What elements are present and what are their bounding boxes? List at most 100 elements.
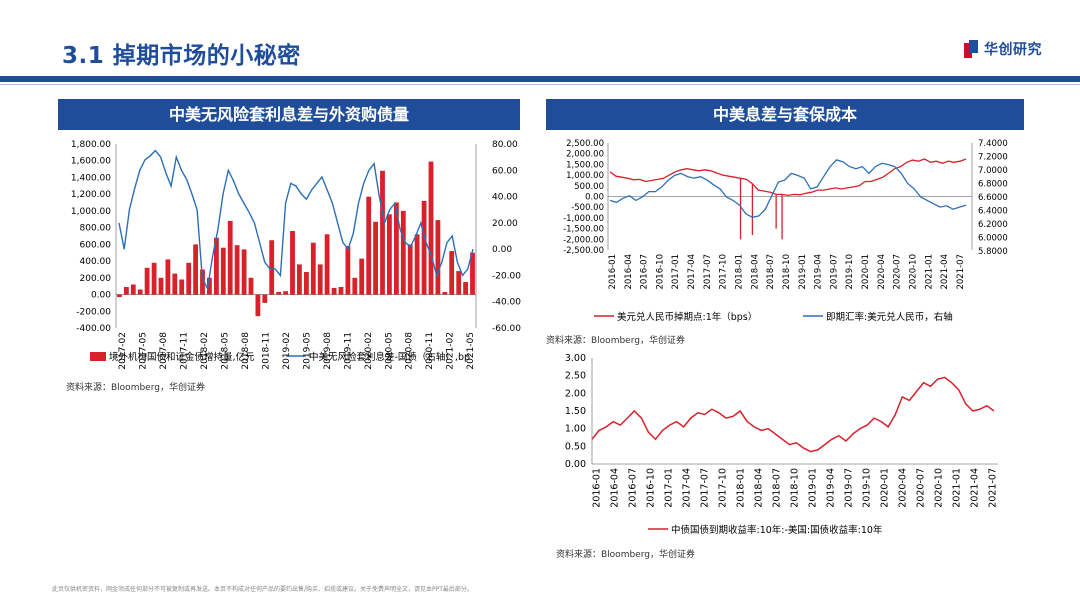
chart3-x-tick: 2020-01 (879, 468, 890, 508)
chart2-x-tick: 2017-01 (671, 254, 681, 290)
chart2-x-tick: 2020-10 (909, 254, 919, 290)
chart3-x-tick: 2018-04 (753, 468, 764, 508)
chart1-legend-bar-label: 境外机构国债和证金债增持量,亿元 (109, 351, 255, 363)
chart1-x-tick: 2017-02 (118, 332, 128, 370)
chart1-x-tick: 2019-08 (323, 332, 333, 370)
chart2-left-tick: 2,000.00 (566, 150, 604, 160)
chart2-x-tick: 2020-01 (861, 254, 871, 290)
chart1-right-tick: 40.00 (492, 193, 518, 203)
chart3-x-tick: 2020-07 (915, 468, 926, 508)
chart2-right-tick: 7.0000 (978, 166, 1008, 176)
chart2-x-tick: 2018-01 (735, 254, 745, 290)
logo-text: 华创研究 (984, 42, 1042, 58)
chart1-bar (366, 196, 372, 295)
chart2-x-tick: 2016-07 (640, 254, 650, 290)
chart2-x-tick: 2019-07 (829, 254, 839, 290)
chart1-bar (331, 287, 337, 295)
chart1-bar (172, 273, 178, 295)
chart2-right-tick: 6.6000 (978, 193, 1008, 203)
chart2-left-tick: -1,500.00 (563, 225, 604, 235)
chart1-bar (470, 252, 475, 295)
chart2-x-tick: 2018-10 (782, 254, 792, 290)
chart3-x-tick: 2016-07 (627, 468, 638, 508)
header-rule-thin (0, 84, 1080, 85)
chart1-bar (117, 294, 122, 297)
chart1-bar (456, 271, 462, 295)
chart1-left-tick: 600.00 (80, 240, 112, 250)
chart1-bar (317, 264, 323, 295)
chart1-bar (352, 277, 358, 295)
chart1-bar (276, 292, 282, 295)
chart3-x-tick: 2021-04 (969, 468, 980, 508)
chart1-bar (158, 277, 164, 295)
chart2-x-tick: 2016-04 (624, 254, 634, 290)
chart3-x-tick: 2017-01 (663, 468, 674, 508)
chart1-bar (435, 220, 441, 295)
left-panel-title: 中美无风险套利息差与外资购债量 (58, 99, 520, 130)
chart2-left-tick: -2,000.00 (563, 235, 604, 245)
chart3-x-tick: 2020-04 (897, 468, 908, 508)
chart3-x-tick: 2018-10 (789, 468, 800, 508)
chart3-x-tick: 2021-01 (951, 468, 962, 508)
chart1-bar (394, 202, 399, 295)
chart2-left-tick: 500.00 (574, 182, 604, 192)
chart1-x-tick: 2020-05 (384, 332, 394, 370)
chart3-yield-spread-line (591, 376, 995, 453)
chart3-y-tick: 2.50 (565, 371, 586, 382)
chart1-left-tick: 1,000.00 (71, 207, 111, 217)
disclaimer-footer: 此页仅供机密资料，网金须成任何部分不可被复制或再发送。本页不构成对任何产品的要约… (52, 586, 473, 593)
chart1-bar (387, 214, 392, 295)
chart1-x-tick: 2021-05 (466, 332, 476, 370)
chart2-left-tick: 2,500.00 (566, 139, 604, 149)
right-top-source-note: 资料来源：Bloomberg，华创证券 (546, 336, 685, 346)
chart1-bar (380, 170, 385, 295)
chart1-x-tick: 2017-08 (159, 332, 169, 370)
chart1-bar (248, 277, 254, 295)
chart1-bar (373, 221, 378, 295)
chart3-x-tick: 2017-04 (681, 468, 692, 508)
chart2-x-tick: 2018-04 (750, 254, 760, 290)
chart1-left-tick: 800.00 (80, 224, 112, 234)
chart2-left-tick: 1,000.00 (566, 171, 604, 181)
chart1-bar (428, 161, 434, 295)
chart-cn-us-yield-spread: 3.00 2.50 2.00 1.50 1.00 0.50 0.00 2016-01 2016-… (565, 353, 998, 536)
chart2-spot-rate-line (609, 159, 967, 218)
chart-spread-vs-hedge-cost: 2,500.002,000.001,500.001,000.00500.000.… (563, 139, 1008, 323)
chart1-left-tick: 1,200.00 (71, 190, 111, 200)
chart2-x-tick: 2020-04 (877, 254, 887, 290)
chart1-bar (338, 287, 344, 295)
chart1-left-tick: 1,400.00 (71, 173, 111, 183)
chart1-x-tick: 2017-05 (139, 332, 149, 370)
chart1-right-tick: -20.00 (492, 271, 521, 281)
chart1-bar (227, 220, 233, 295)
chart2-left-tick: 0.00 (585, 193, 604, 203)
chart3-legend-label: 中债国债到期收益率:10年:-美国:国债收益率:10年 (671, 524, 883, 536)
chart1-x-tick: 2017-11 (180, 332, 190, 370)
chart3-x-tick: 2017-07 (699, 468, 710, 508)
chart3-x-tick: 2017-10 (717, 468, 728, 508)
chart3-x-tick: 2019-01 (807, 468, 818, 508)
chart1-bar (414, 234, 420, 295)
chart1-x-tick: 2019-05 (302, 332, 312, 370)
chart1-bar (124, 287, 129, 295)
chart3-x-tick: 2019-04 (825, 468, 836, 508)
header-rule (0, 76, 1080, 82)
chart1-x-tick: 2021-02 (446, 332, 456, 370)
chart1-x-tick: 2019-02 (282, 332, 292, 370)
chart3-x-tick: 2021-07 (987, 468, 998, 508)
chart2-right-tick: 7.4000 (978, 139, 1008, 149)
chart1-x-tick: 2019-11 (343, 332, 353, 370)
chart1-bar (345, 246, 351, 295)
chart2-left-tick: -2,500.00 (563, 246, 604, 256)
chart2-x-tick: 2017-07 (703, 254, 713, 290)
right-panel-title: 中美息差与套保成本 (546, 99, 1024, 130)
chart1-bar (324, 234, 330, 295)
chart1-bar (421, 200, 427, 295)
chart3-y-tick: 1.50 (565, 406, 586, 417)
chart3-x-tick: 2019-07 (843, 468, 854, 508)
chart1-bar (290, 231, 295, 295)
chart1-bar (297, 264, 302, 295)
chart1-left-tick: 1,600.00 (71, 157, 111, 167)
chart1-bar (151, 262, 157, 295)
chart1-bar (200, 269, 205, 295)
